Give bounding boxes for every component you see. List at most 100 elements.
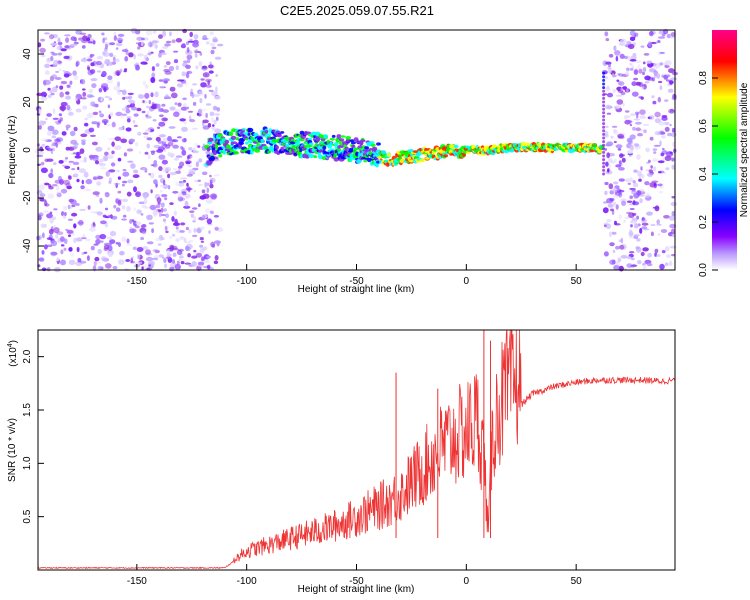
noise-speckle <box>96 181 102 186</box>
ridge-mark <box>245 138 249 141</box>
noise-speckle <box>90 211 98 214</box>
spectrogram-x-ticks: -150 -100 -50 0 50 <box>127 264 582 287</box>
noise-speckle <box>197 264 204 267</box>
ridge-mark <box>266 133 272 136</box>
noise-speckle <box>633 169 638 173</box>
noise-speckle <box>167 135 172 142</box>
noise-speckle <box>48 228 54 235</box>
noise-speckle <box>46 58 51 63</box>
noise-speckle <box>626 88 629 93</box>
noise-speckle <box>652 100 657 105</box>
noise-speckle <box>622 102 625 107</box>
noise-speckle <box>99 113 105 118</box>
noise-speckle <box>621 200 627 206</box>
noise-speckle <box>124 56 129 62</box>
noise-speckle <box>115 42 123 47</box>
noise-speckle <box>73 126 78 132</box>
noise-speckle <box>636 114 639 119</box>
noise-speckle <box>185 106 190 110</box>
noise-speckle <box>81 39 88 44</box>
ridge-mark <box>271 138 278 143</box>
noise-speckle <box>80 139 86 142</box>
noise-speckle <box>205 103 212 106</box>
noise-speckle <box>611 187 618 193</box>
noise-speckle <box>147 154 151 160</box>
noise-speckle <box>74 155 82 159</box>
noise-speckle <box>70 252 75 257</box>
noise-speckle <box>211 127 215 130</box>
noise-speckle <box>610 135 614 139</box>
noise-speckle <box>612 201 617 207</box>
noise-speckle <box>631 81 637 87</box>
noise-speckle <box>137 131 142 136</box>
noise-speckle <box>154 254 160 259</box>
noise-speckle <box>55 234 59 239</box>
noise-speckle <box>126 118 131 123</box>
noise-speckle <box>191 83 198 86</box>
noise-speckle <box>58 175 62 182</box>
noise-speckle <box>63 55 70 60</box>
noise-speckle <box>637 170 642 177</box>
noise-speckle <box>623 117 628 120</box>
noise-speckle <box>135 42 141 45</box>
noise-speckle <box>640 166 643 171</box>
ridge-mark <box>323 134 329 139</box>
edge-spike-mark <box>602 154 606 158</box>
noise-speckle <box>623 219 626 223</box>
noise-speckle <box>126 205 131 212</box>
noise-speckle <box>647 252 652 258</box>
noise-speckle <box>194 49 199 53</box>
noise-speckle <box>611 231 617 235</box>
noise-speckle <box>40 223 46 229</box>
noise-speckle <box>56 185 60 191</box>
noise-speckle <box>121 49 129 53</box>
noise-speckle <box>197 179 201 182</box>
ridge-mark <box>339 144 345 149</box>
ridge-mark <box>264 146 269 150</box>
svg-text:(x104): (x104) <box>7 340 19 367</box>
noise-speckle <box>205 150 211 155</box>
noise-speckle <box>173 210 177 216</box>
noise-speckle <box>193 34 199 40</box>
noise-speckle <box>75 97 79 102</box>
edge-spike-mark <box>602 89 606 93</box>
noise-speckle <box>209 183 214 189</box>
noise-speckle <box>646 263 653 267</box>
noise-speckle <box>626 137 633 143</box>
noise-speckle <box>152 249 158 252</box>
noise-speckle <box>60 188 68 194</box>
noise-speckle <box>185 226 189 231</box>
noise-speckle <box>607 168 610 173</box>
noise-speckle <box>171 233 176 237</box>
noise-speckle <box>186 164 191 167</box>
noise-speckle <box>629 220 637 224</box>
noise-speckle <box>613 264 620 271</box>
noise-speckle <box>40 54 46 58</box>
edge-spike-mark <box>602 93 606 97</box>
noise-speckle <box>629 236 635 239</box>
noise-speckle <box>149 204 157 211</box>
noise-speckle <box>663 215 670 219</box>
y-tick-label: 1.5 <box>22 403 33 417</box>
noise-speckle <box>165 61 171 66</box>
noise-speckle <box>125 259 131 262</box>
noise-speckle <box>91 141 98 146</box>
noise-speckle <box>624 88 631 93</box>
noise-speckle <box>64 212 67 216</box>
noise-speckle <box>193 94 200 97</box>
noise-speckle <box>128 52 134 58</box>
ridge-mark <box>353 137 359 143</box>
noise-speckle <box>150 77 156 83</box>
noise-speckle <box>76 221 84 224</box>
noise-speckle <box>140 61 148 65</box>
noise-speckle <box>629 68 634 71</box>
noise-speckle <box>51 53 58 56</box>
noise-speckle <box>670 201 677 207</box>
noise-speckle <box>177 82 184 88</box>
noise-speckle <box>608 163 611 170</box>
noise-speckle <box>165 213 170 218</box>
noise-speckle <box>200 240 205 243</box>
noise-speckle <box>73 75 79 81</box>
noise-speckle <box>609 160 616 164</box>
noise-speckle <box>53 224 57 228</box>
